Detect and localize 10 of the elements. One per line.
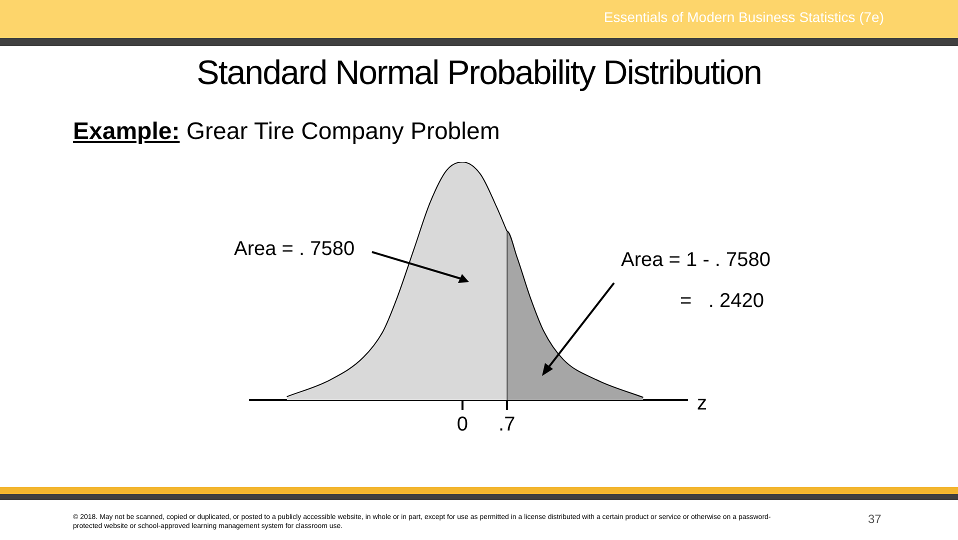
text: Essentials of Modern Business Statistics (7e) [604, 9, 884, 25]
x-axis-title: z [697, 392, 707, 415]
annotation: = . 2420 [680, 290, 764, 313]
chart-title: Standard Normal Probability Distribution [196, 54, 762, 93]
text: 37 [868, 512, 882, 526]
x-tick-label: 0 [456, 414, 468, 436]
annotation: Area = 1 - . 7580 [621, 249, 771, 272]
annotation: Area = . 7580 [234, 238, 355, 261]
chart-subtitle: Example: Grear Tire Company Problem [73, 118, 500, 146]
x-tick-label: .7 [498, 414, 516, 436]
